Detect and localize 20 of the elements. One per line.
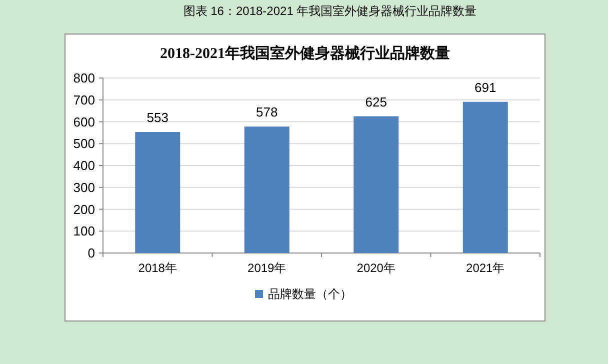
text: 图表 16：2018-2021 年我国室外健身器械行业品牌数量 [183,4,477,18]
x-tick-label: 2021年 [466,261,505,275]
x-tick-label: 2019年 [248,261,286,275]
y-tick-label: 300 [73,180,95,195]
y-tick-label: 700 [73,92,95,108]
x-tick-label: 2018年 [138,261,177,275]
y-tick-label: 0 [88,246,95,260]
y-tick-label: 600 [73,114,95,130]
y-tick-label: 400 [73,158,95,173]
data-label: 625 [365,94,387,110]
data-label: 691 [474,80,496,95]
chart-title: 2018-2021年我国室外健身器械行业品牌数量 [160,44,450,62]
y-tick-label: 500 [73,136,95,152]
data-label: 553 [146,110,168,126]
legend-label: 品牌数量（个） [268,287,352,301]
x-tick-label: 2020年 [356,261,396,275]
y-tick-label: 800 [73,70,95,86]
y-tick-label: 100 [73,224,95,239]
y-tick-label: 200 [73,202,95,217]
data-label: 578 [256,104,278,120]
